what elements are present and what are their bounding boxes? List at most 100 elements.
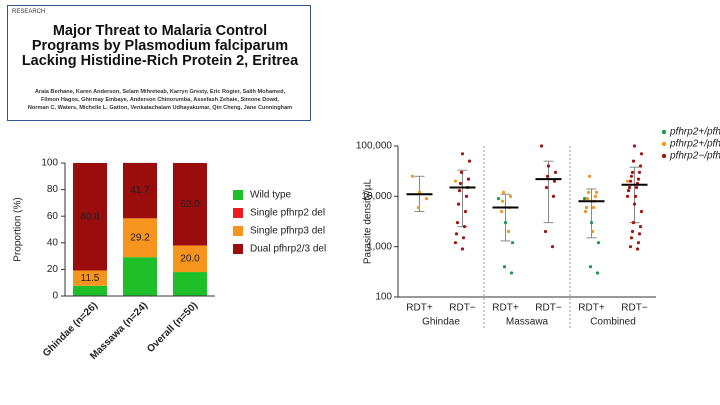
point — [458, 181, 463, 186]
point — [544, 185, 549, 190]
point — [503, 221, 508, 225]
point — [467, 159, 472, 163]
value-label: 20.0 — [180, 253, 200, 264]
authors: Araia Berhane, Karen Anderson, Selam Mih… — [12, 88, 308, 112]
point — [453, 179, 458, 183]
point — [463, 209, 468, 214]
point — [637, 232, 642, 236]
point — [424, 197, 429, 201]
legend-swatch — [661, 129, 667, 135]
group-label: Ghindae — [422, 317, 460, 328]
bar-segment — [73, 163, 107, 271]
point — [410, 174, 415, 178]
legend-label: Single pfhrp3 del — [250, 226, 325, 237]
x-tick-label: RDT− — [621, 303, 648, 314]
legend-swatch — [661, 153, 667, 159]
point — [629, 174, 634, 178]
point — [501, 190, 506, 194]
value-label: 29.2 — [130, 232, 150, 243]
point — [459, 170, 464, 174]
point — [455, 221, 460, 225]
point — [625, 179, 630, 183]
value-label: 62.0 — [180, 199, 200, 210]
legend-swatch — [233, 208, 243, 218]
legend-label: pfhrp2+/pfhrp3+ — [669, 127, 720, 138]
point — [545, 174, 550, 178]
y-tick-label: 100,000 — [356, 141, 393, 152]
point — [594, 190, 599, 194]
y-tick-label: 100 — [375, 292, 392, 303]
point — [550, 245, 555, 249]
point — [638, 225, 643, 229]
point — [500, 199, 505, 203]
section-label: RESEARCH — [12, 9, 46, 15]
point — [582, 197, 587, 201]
point — [628, 179, 633, 183]
point — [633, 194, 638, 198]
point — [552, 179, 557, 183]
point — [506, 229, 511, 234]
point — [543, 229, 548, 234]
point — [460, 152, 465, 156]
value-label: 80.8 — [80, 211, 100, 222]
value-label: 11.5 — [81, 273, 100, 284]
point — [456, 202, 461, 206]
point — [590, 229, 595, 234]
author-line: Filmon Hagos, Ghirmay Embaye, Anderson C… — [41, 97, 279, 103]
y-tick-label: 0 — [52, 291, 58, 302]
point — [630, 229, 635, 234]
bar-segment — [173, 163, 207, 246]
point — [596, 241, 601, 245]
paper-title: Major Threat to Malaria Control Programs… — [21, 23, 299, 69]
y-tick-label: 20 — [47, 264, 59, 275]
value-label: 41.7 — [130, 185, 150, 196]
point — [588, 265, 593, 269]
x-tick-label: RDT+ — [406, 303, 433, 314]
point — [551, 194, 556, 198]
legend-swatch — [233, 244, 243, 254]
point — [553, 170, 558, 174]
legend-label: Wild type — [250, 190, 292, 201]
bar-segment — [123, 257, 157, 296]
legend-swatch — [233, 190, 243, 200]
point — [509, 271, 514, 275]
y-tick-label: 100 — [41, 158, 58, 169]
y-axis-label: Parasite density/µL — [363, 178, 374, 264]
point — [627, 185, 632, 190]
x-tick-label: RDT+ — [492, 303, 519, 314]
y-tick-label: 60 — [47, 211, 59, 222]
point — [639, 209, 644, 214]
legend-label: pfhrp2+/pfhrp3− — [669, 139, 720, 150]
bar-segment — [173, 245, 207, 273]
group-label: Combined — [590, 317, 636, 328]
point — [591, 205, 596, 210]
bar-segment — [123, 218, 157, 258]
y-tick-label: 80 — [47, 184, 59, 195]
point — [416, 205, 421, 210]
paper-header: RESEARCH Major Threat to Malaria Control… — [7, 5, 311, 121]
point — [502, 265, 507, 269]
author-line: Araia Berhane, Karen Anderson, Selam Mih… — [34, 89, 286, 95]
point — [454, 232, 459, 236]
point — [587, 174, 592, 178]
point — [629, 236, 634, 240]
legend-label: Single pfhrp2 del — [250, 208, 325, 219]
point — [589, 221, 594, 225]
point — [595, 271, 600, 275]
point — [638, 164, 643, 168]
point — [462, 225, 467, 229]
point — [585, 197, 590, 201]
x-tick-label: RDT− — [449, 303, 476, 314]
point — [593, 194, 598, 198]
x-tick-label: Overall (n=50) — [145, 300, 200, 355]
point — [464, 194, 469, 198]
point — [496, 197, 501, 201]
y-tick-label: 10,000 — [361, 191, 392, 202]
bar-segment — [73, 285, 107, 296]
point — [508, 194, 513, 198]
point — [630, 170, 635, 174]
point — [625, 194, 630, 198]
legend-label: Dual pfhrp2/3 del — [250, 244, 326, 255]
